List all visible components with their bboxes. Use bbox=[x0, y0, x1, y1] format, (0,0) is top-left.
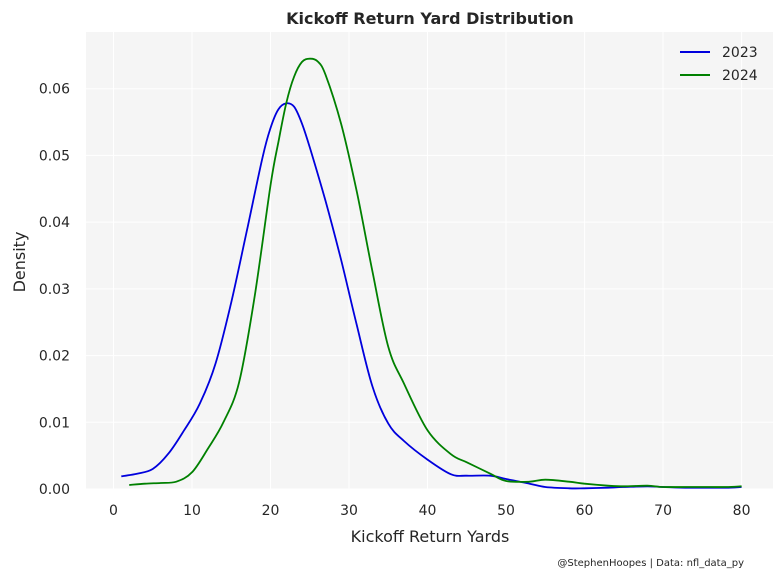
y-axis-label: Density bbox=[10, 232, 29, 293]
legend-label-2023: 2023 bbox=[722, 45, 758, 61]
y-tick-label: 0.01 bbox=[39, 415, 70, 431]
series-line-2023 bbox=[121, 102, 742, 490]
y-tick-label: 0.06 bbox=[39, 82, 70, 98]
credit-text: @StephenHoopes | Data: nfl_data_py bbox=[557, 558, 744, 569]
x-tick-label: 30 bbox=[340, 503, 358, 519]
legend: 2023 2024 bbox=[680, 45, 758, 84]
y-tick-label: 0.00 bbox=[39, 482, 70, 498]
y-tick-label: 0.02 bbox=[39, 349, 70, 365]
x-tick-label: 70 bbox=[654, 503, 672, 519]
plot-area bbox=[86, 32, 773, 489]
x-tick-label: 60 bbox=[576, 503, 594, 519]
x-tick-label: 20 bbox=[262, 503, 280, 519]
y-axis-ticks: 0.00 0.01 0.02 0.03 0.04 0.05 0.06 bbox=[39, 82, 70, 498]
x-axis-label: Kickoff Return Yards bbox=[351, 527, 510, 546]
x-tick-label: 50 bbox=[497, 503, 515, 519]
legend-label-2024: 2024 bbox=[722, 68, 758, 84]
y-tick-label: 0.04 bbox=[39, 215, 70, 231]
x-tick-label: 80 bbox=[733, 503, 751, 519]
series-line-2024 bbox=[129, 57, 742, 488]
y-tick-label: 0.05 bbox=[39, 148, 70, 164]
chart-title: Kickoff Return Yard Distribution bbox=[286, 9, 574, 28]
x-axis-ticks: 0 10 20 30 40 50 60 70 80 bbox=[109, 503, 750, 519]
y-tick-label: 0.03 bbox=[39, 282, 70, 298]
x-tick-label: 40 bbox=[419, 503, 437, 519]
x-tick-label: 0 bbox=[109, 503, 118, 519]
series-lines bbox=[121, 57, 742, 490]
grid bbox=[86, 32, 773, 490]
x-tick-label: 10 bbox=[183, 503, 201, 519]
